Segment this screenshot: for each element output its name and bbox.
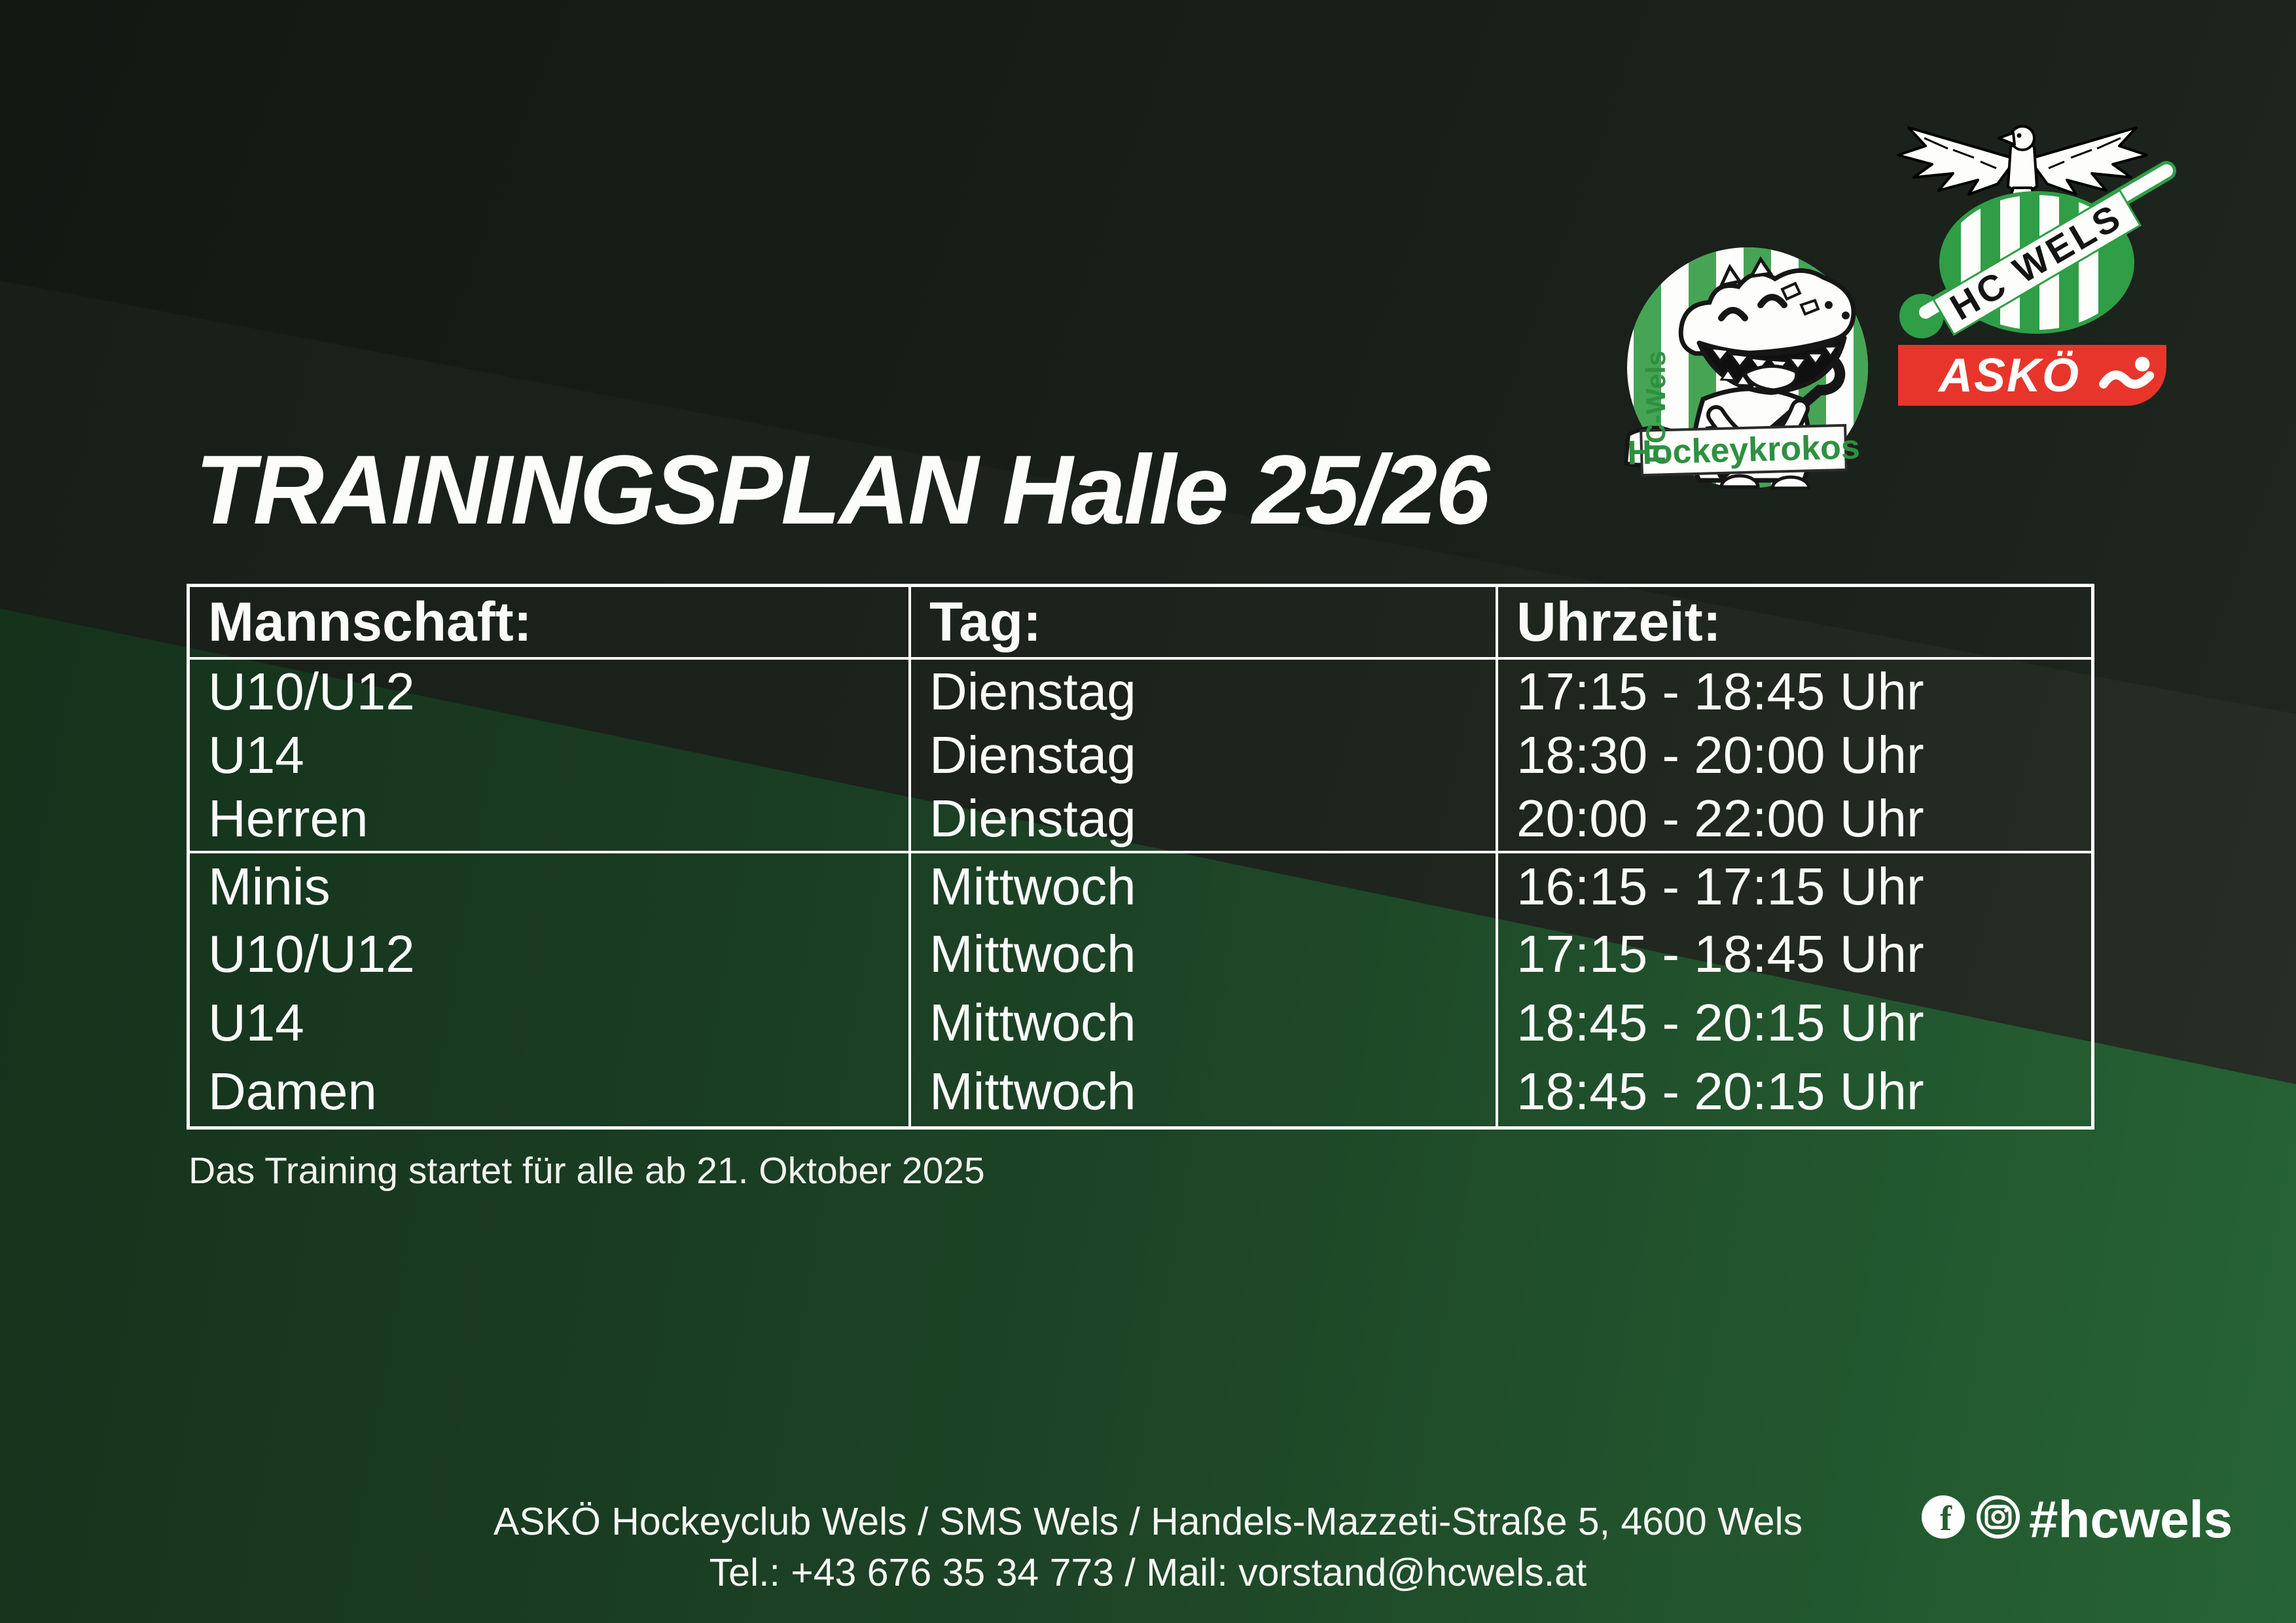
start-date-note: Das Training startet für alle ab 21. Okt… (188, 1150, 985, 1192)
krokos-banner (1640, 423, 1848, 477)
croc-tongue (1742, 365, 1799, 392)
askoe-runner-icon (2099, 356, 2155, 389)
table-row-time: 18:30 - 20:00 Uhr (1496, 723, 2091, 787)
table-row-time: 17:15 - 18:45 Uhr (1496, 919, 2091, 988)
table-row-time: 16:15 - 17:15 Uhr (1496, 851, 2091, 919)
header-uhrzeit: Uhrzeit: (1496, 587, 2091, 660)
page-title: TRAININGSPLAN Halle 25/26 (195, 435, 1490, 544)
table-row-day: Dienstag (908, 787, 1496, 851)
askoe-logo: ASKÖ (1898, 345, 2166, 406)
table-row-team: Herren (208, 789, 368, 847)
table-row-day: Mittwoch (908, 1057, 1496, 1126)
krokos-banner-label: Hockeykrokos (1627, 428, 1861, 472)
table-row-team: U10/U12 (208, 924, 415, 983)
header-tag: Tag: (908, 587, 1496, 660)
footer-contact: ASKÖ Hockeyclub Wels / SMS Wels / Handel… (0, 1496, 2296, 1598)
table-row-team: U14 (208, 725, 304, 784)
hockeykrokos-logo: Hockeykrokos HC-Wels (1623, 247, 1868, 490)
table-row-team: U14 (208, 993, 304, 1052)
table-row-day: Mittwoch (908, 919, 1496, 988)
table-row-day: Dienstag (908, 660, 1496, 723)
footer-address: ASKÖ Hockeyclub Wels / SMS Wels / Handel… (493, 1500, 1803, 1543)
table-row-team: Minis (190, 851, 908, 919)
table-row-day: Mittwoch (908, 988, 1496, 1057)
instagram-icon (1977, 1495, 2020, 1539)
hcwels-banner (1931, 188, 2142, 336)
table-row-day: Mittwoch (908, 851, 1496, 919)
social-icons: f (1922, 1495, 2020, 1539)
facebook-icon: f (1922, 1495, 1965, 1539)
hashtag-label: #hcwels (2029, 1490, 2233, 1548)
table-row-team: Damen (208, 1062, 377, 1120)
eagle-icon (1897, 125, 2148, 213)
footer-phone-mail: Tel.: +43 676 35 34 773 / Mail: vorstand… (709, 1551, 1587, 1594)
table-row-time: 20:00 - 22:00 Uhr (1496, 787, 2091, 851)
krokos-club-vertical-label: HC-Wels (1640, 351, 1671, 463)
table-row-day: Dienstag (908, 723, 1496, 787)
training-table: Mannschaft: Tag: Uhrzeit: U10/U12 Dienst… (187, 584, 2094, 1130)
table-row-time: 17:15 - 18:45 Uhr (1496, 660, 2091, 723)
header-mannschaft: Mannschaft: (190, 587, 908, 660)
table-row-time: 18:45 - 20:15 Uhr (1496, 988, 2091, 1057)
hcwels-logo: HC WELS (1897, 125, 2176, 338)
croc-eyes (1718, 294, 1787, 321)
svg-text:f: f (1940, 1499, 1952, 1538)
askoe-label: ASKÖ (1939, 349, 2081, 402)
table-row-time: 18:45 - 20:15 Uhr (1496, 1057, 2091, 1126)
table-row-team: U10/U12 (208, 662, 415, 721)
